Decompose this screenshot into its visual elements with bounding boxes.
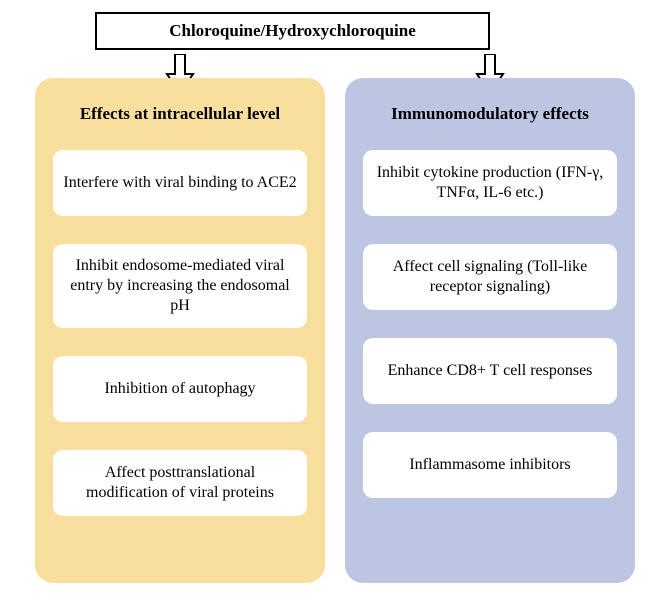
item-right-0: Inhibit cytokine production (IFN-γ, TNFα… bbox=[363, 150, 617, 216]
title-text: Chloroquine/Hydroxychloroquine bbox=[169, 21, 416, 41]
item-right-2: Enhance CD8+ T cell responses bbox=[363, 338, 617, 404]
item-right-1: Affect cell signaling (Toll-like recepto… bbox=[363, 244, 617, 310]
title-box: Chloroquine/Hydroxychloroquine bbox=[95, 12, 490, 50]
panel-heading-right: Immunomodulatory effects bbox=[345, 104, 635, 124]
item-left-1: Inhibit endosome-mediated viral entry by… bbox=[53, 244, 307, 328]
item-left-3: Affect posttranslational modification of… bbox=[53, 450, 307, 516]
item-left-2: Inhibition of autophagy bbox=[53, 356, 307, 422]
item-left-0: Interfere with viral binding to ACE2 bbox=[53, 150, 307, 216]
panel-immunomodulatory: Immunomodulatory effects Inhibit cytokin… bbox=[345, 78, 635, 583]
panel-intracellular: Effects at intracellular level Interfere… bbox=[35, 78, 325, 583]
item-right-3: Inflammasome inhibitors bbox=[363, 432, 617, 498]
panel-heading-left: Effects at intracellular level bbox=[35, 104, 325, 124]
